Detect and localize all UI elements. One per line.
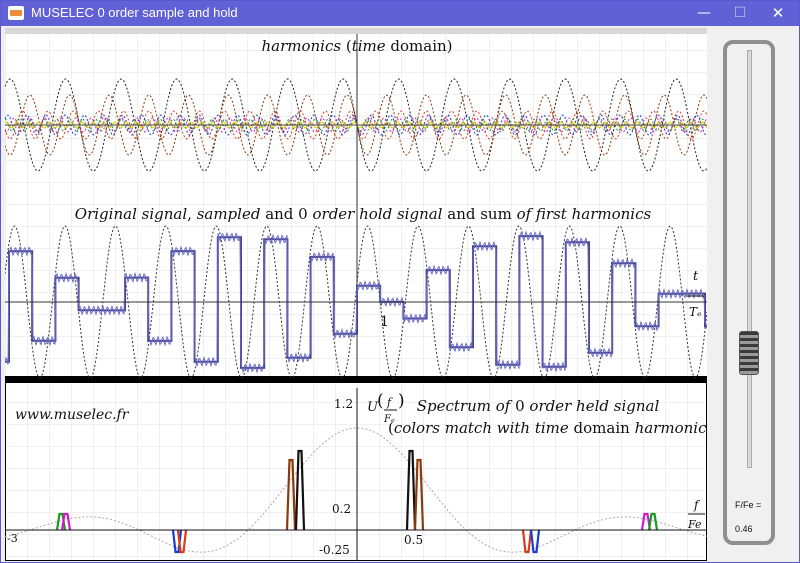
plots-canvas: harmonics (time domain) Original signal,… (5, 28, 707, 561)
sample-hold-panel (5, 225, 707, 379)
harmonic-green-wave (5, 118, 707, 132)
ratio-label: F/Fe = (735, 500, 762, 510)
u-axis-paren-close: ) (398, 391, 405, 411)
peak-main-1 (294, 449, 306, 531)
u-axis-frac-bottom: Fₑ (383, 414, 395, 425)
close-button[interactable]: ✕ (771, 4, 785, 22)
top-strip (5, 28, 707, 34)
harmonics-panel (5, 78, 707, 172)
plot-area: harmonics (time domain) Original signal,… (5, 28, 707, 561)
ratio-value: 0.46 (735, 524, 753, 534)
harmonic-brown-wave (5, 94, 707, 156)
harmonics-title: harmonics (time domain) (261, 37, 452, 55)
u-axis-frac-top: f (386, 396, 393, 409)
slider-frame (723, 40, 775, 545)
harmonic-red-wave (5, 110, 707, 140)
control-panel: F/Fe = 0.46 (709, 28, 799, 561)
peak-green-2 (647, 512, 659, 531)
spectrum-frame (5, 382, 707, 561)
peak-brown-1 (285, 458, 297, 531)
spectrum-grid (5, 382, 707, 561)
peak-blue-2 (529, 529, 541, 554)
u-axis-label: U (367, 400, 379, 415)
te-axis-label: Tₑ (689, 305, 702, 319)
window-title: MUSELEC 0 order sample and hold (31, 5, 238, 20)
frequency-slider-thumb[interactable] (739, 330, 759, 375)
panel-separator (5, 376, 707, 382)
title-bar[interactable]: MUSELEC 0 order sample and hold — ☐ ✕ (1, 1, 799, 26)
tick-y-max: 1.2 (334, 397, 353, 411)
u-axis-paren-open: ( (377, 391, 384, 411)
middle-title: Original signal, sampled and 0 order hol… (75, 205, 652, 223)
app-icon (8, 6, 24, 20)
frequency-slider-track[interactable] (747, 50, 752, 468)
harmonic-magenta-wave (5, 117, 707, 133)
tick-y-mid: 0.2 (332, 502, 351, 516)
peak-magenta-1 (60, 512, 72, 531)
peak-brown-2 (413, 458, 425, 531)
peak-red-1 (176, 529, 188, 554)
peak-magenta-2 (640, 512, 652, 531)
x-axis-frac-bottom: Fe (687, 518, 702, 531)
sinc-envelope (5, 427, 707, 553)
tick-x-half: 0.5 (404, 533, 423, 547)
tick-1-label: 1 (380, 314, 389, 330)
peak-red-2 (521, 529, 533, 554)
tick-y-min: -0.25 (319, 543, 350, 557)
harmonic-1-wave (5, 78, 707, 172)
watermark-text: www.muselec.fr (15, 407, 130, 423)
spectrum-panel (5, 427, 707, 554)
spectrum-title-line1: Spectrum of 0 order held signal (417, 397, 660, 415)
x-axis-frac-top: f (693, 498, 701, 512)
peak-main-2 (405, 449, 417, 531)
t-axis-label: t (693, 269, 699, 284)
harmonic-yellow-wave (5, 121, 707, 129)
minimize-button[interactable]: — (697, 5, 711, 21)
spectrum-title-line2: (colors match with time domain harmonics… (388, 419, 707, 437)
harmonics-sum-signal (5, 230, 707, 374)
tick-x-left: -3 (7, 532, 18, 545)
maximize-button[interactable]: ☐ (733, 5, 747, 21)
